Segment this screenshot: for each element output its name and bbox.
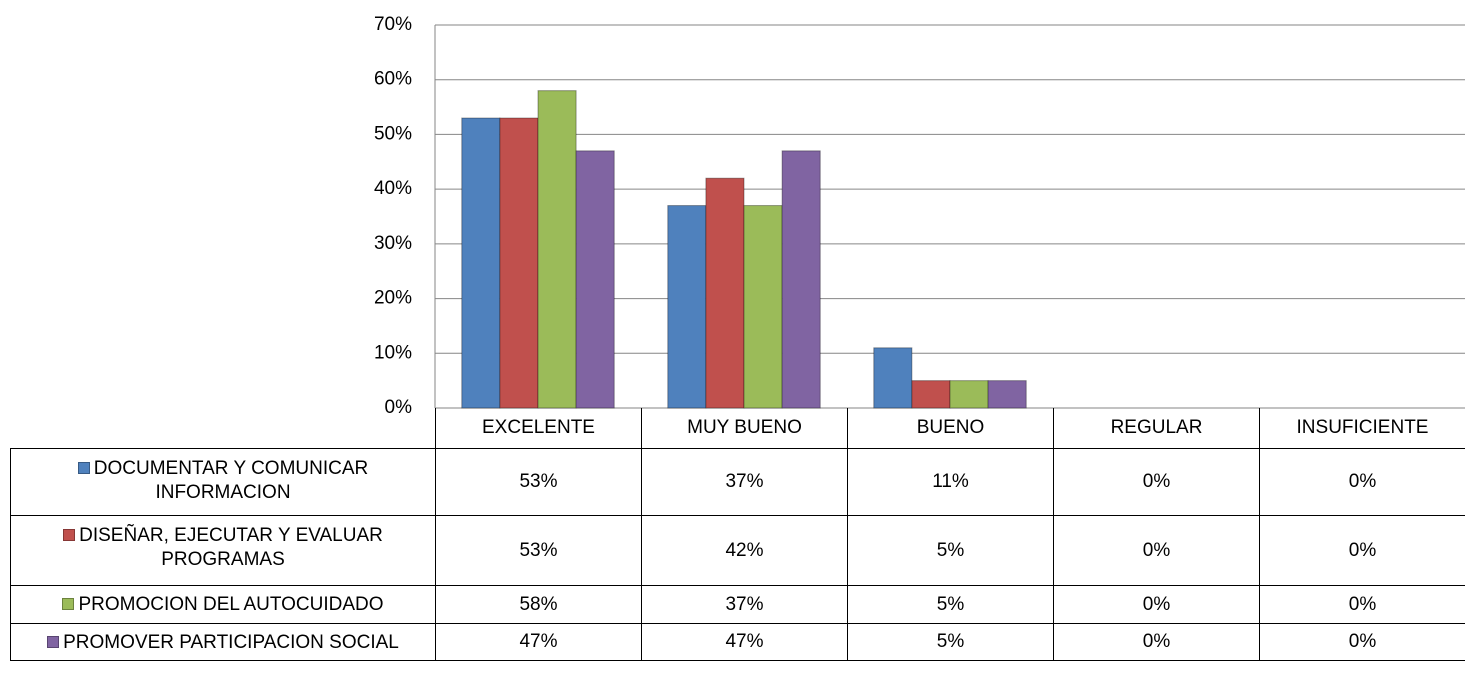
legend-key — [77, 462, 90, 474]
legend-label: PROMOCION DEL AUTOCUIDADO — [78, 594, 384, 615]
legend-key — [47, 636, 60, 648]
category-header: REGULAR — [1053, 408, 1260, 449]
y-tick-label: 10% — [374, 342, 412, 363]
value-cell: 5% — [847, 623, 1054, 661]
bar — [499, 117, 539, 409]
legend-key — [62, 598, 75, 610]
category-header: EXCELENTE — [435, 408, 642, 449]
bar — [705, 177, 745, 409]
bar — [949, 380, 989, 409]
bar — [743, 205, 783, 409]
bar — [667, 205, 707, 409]
y-tick-label: 40% — [374, 178, 412, 199]
bar — [575, 150, 615, 409]
value-cell: 42% — [641, 515, 848, 586]
y-tick-label: 60% — [374, 69, 412, 90]
series-label: PROMOCION DEL AUTOCUIDADO — [10, 585, 436, 624]
category-header: BUENO — [847, 408, 1054, 449]
y-tick-label: 20% — [374, 288, 412, 309]
legend-key — [63, 529, 76, 541]
series-label: DISEÑAR, EJECUTAR Y EVALUAR PROGRAMAS — [10, 515, 436, 586]
value-cell: 0% — [1053, 623, 1260, 661]
bar — [987, 380, 1027, 409]
value-cell: 0% — [1053, 585, 1260, 624]
value-cell: 5% — [847, 585, 1054, 624]
legend-label: DISEÑAR, EJECUTAR Y EVALUAR PROGRAMAS — [79, 525, 383, 570]
series-label: PROMOVER PARTICIPACION SOCIAL — [10, 623, 436, 661]
value-cell: 0% — [1259, 515, 1465, 586]
bar — [911, 380, 951, 409]
category-header: MUY BUENO — [641, 408, 848, 449]
legend-label: DOCUMENTAR Y COMUNICAR INFORMACION — [93, 458, 369, 503]
value-cell: 11% — [847, 448, 1054, 516]
value-cell: 0% — [1259, 623, 1465, 661]
value-cell: 0% — [1259, 448, 1465, 516]
value-cell: 5% — [847, 515, 1054, 586]
legend-label: PROMOVER PARTICIPACION SOCIAL — [63, 632, 399, 653]
bar — [781, 150, 821, 409]
y-tick-label: 30% — [374, 233, 412, 254]
value-cell: 47% — [641, 623, 848, 661]
bar — [873, 347, 913, 409]
y-tick-label: 0% — [385, 397, 413, 418]
value-cell: 0% — [1259, 585, 1465, 624]
bar — [537, 90, 577, 409]
bar — [461, 117, 501, 409]
y-tick-label: 50% — [374, 123, 412, 144]
value-cell: 37% — [641, 448, 848, 516]
value-cell: 53% — [435, 515, 642, 586]
value-cell: 0% — [1053, 448, 1260, 516]
value-cell: 47% — [435, 623, 642, 661]
value-cell: 0% — [1053, 515, 1260, 586]
series-label: DOCUMENTAR Y COMUNICAR INFORMACION — [10, 448, 436, 516]
value-cell: 37% — [641, 585, 848, 624]
value-cell: 58% — [435, 585, 642, 624]
category-header: INSUFICIENTE — [1259, 408, 1465, 449]
value-cell: 53% — [435, 448, 642, 516]
y-tick-label: 70% — [374, 14, 412, 35]
